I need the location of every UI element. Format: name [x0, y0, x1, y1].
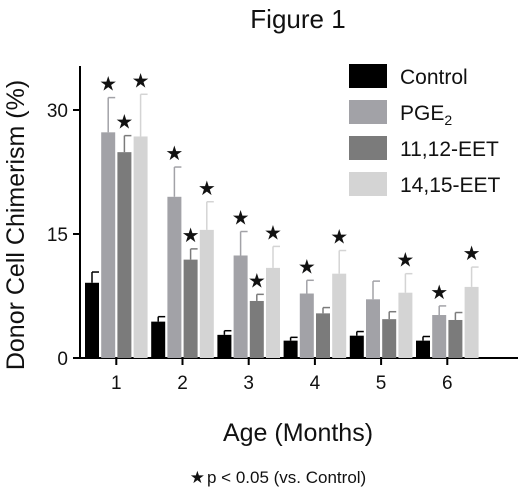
legend-swatch: [349, 100, 387, 124]
legend: Control PGE2 11,12-EET 14,15-EET: [349, 64, 501, 197]
significance-star: ★: [165, 143, 183, 165]
bar: [316, 313, 330, 358]
y-tick-label: 30: [47, 101, 68, 122]
significance-star: ★: [115, 112, 133, 134]
bar: [183, 259, 198, 358]
x-tick-label: 5: [376, 373, 387, 394]
bar: [398, 292, 413, 358]
bar: [249, 300, 264, 358]
footnote-text: p < 0.05 (vs. Control): [207, 468, 366, 487]
significance-star: ★: [182, 225, 200, 247]
bar: [167, 196, 182, 358]
x-tick-label: 1: [111, 373, 122, 394]
y-tick-label: 15: [47, 225, 68, 246]
x-tick-label: 6: [442, 373, 453, 394]
significance-star: ★: [396, 250, 414, 272]
significance-star: ★: [99, 74, 117, 96]
bar: [332, 273, 347, 358]
significance-star: ★: [463, 243, 481, 265]
legend-label: 14,15-EET: [400, 174, 501, 197]
x-axis-title: Age (Months): [223, 419, 373, 447]
bar: [117, 152, 132, 358]
significance-star: ★: [330, 227, 348, 249]
x-tick-label: 2: [177, 373, 188, 394]
bar: [464, 286, 479, 358]
significance-star: ★: [430, 282, 448, 304]
significance-star: ★: [132, 70, 150, 92]
legend-swatch: [349, 136, 387, 160]
bar: [217, 334, 232, 358]
bar: [382, 319, 397, 358]
bar: [283, 340, 298, 358]
bar: [133, 136, 148, 358]
bar: [448, 319, 463, 358]
legend-swatch: [349, 172, 387, 196]
y-tick-label: 0: [57, 349, 68, 370]
bar: [151, 321, 166, 358]
significance-star: ★: [232, 208, 250, 230]
bar: [266, 267, 280, 358]
bar: [416, 340, 430, 358]
bar: [101, 132, 116, 358]
x-tick-label: 3: [243, 373, 254, 394]
bar: [199, 229, 214, 358]
bar: [366, 299, 380, 358]
bar: [299, 293, 314, 358]
y-axis-title: Donor Cell Chimerism (%): [2, 80, 30, 370]
footnote: ★ p < 0.05 (vs. Control): [190, 468, 366, 487]
x-tick-label: 4: [310, 373, 321, 394]
bar: [349, 335, 364, 358]
legend-label: Control: [400, 66, 468, 89]
legend-label: 11,12-EET: [400, 138, 499, 161]
plot-area: 0 15 30 1 2 3 4 5 6 ★ ★ ★ ★ ★ ★ ★ ★ ★ ★ ★ ★ ★ ★: [47, 66, 518, 394]
significance-star: ★: [248, 270, 266, 292]
significance-star: ★: [264, 222, 282, 244]
legend-label: PGE2: [400, 102, 452, 128]
significance-star: ★: [198, 178, 216, 200]
bar: [432, 315, 447, 358]
bar: [233, 255, 248, 358]
legend-swatch: [349, 64, 387, 88]
chart-title: Figure 1: [250, 4, 345, 34]
bar: [85, 282, 99, 358]
significance-star: ★: [298, 256, 316, 278]
footnote-star: ★: [190, 468, 205, 487]
